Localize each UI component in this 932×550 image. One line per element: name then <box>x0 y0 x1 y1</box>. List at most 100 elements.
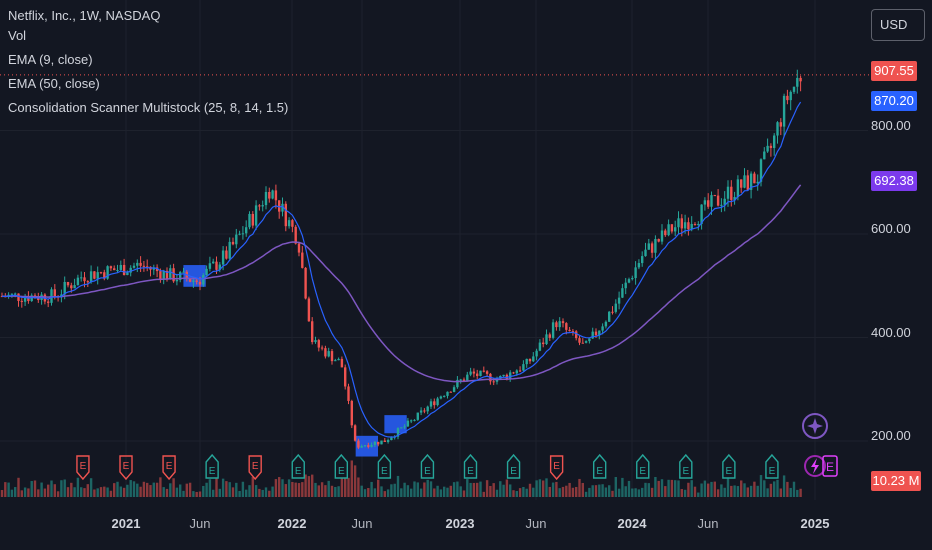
ema9-indicator-label[interactable]: EMA (9, close) <box>8 52 93 67</box>
lightning-icon[interactable] <box>804 455 826 477</box>
candle-body <box>377 441 380 445</box>
earnings-marker[interactable]: E <box>76 455 90 481</box>
earnings-letter: E <box>596 466 603 477</box>
symbol-title[interactable]: Netflix, Inc., 1W, NASDAQ <box>8 8 161 23</box>
scanner-indicator-label[interactable]: Consolidation Scanner Multistock (25, 8,… <box>8 100 289 115</box>
volume-bar <box>782 475 786 497</box>
earnings-letter: E <box>381 466 388 477</box>
earnings-marker[interactable]: E <box>722 453 736 479</box>
candle-body <box>667 224 670 236</box>
y-axis-label: 600.00 <box>871 221 911 236</box>
candle-body <box>766 145 769 152</box>
candle-body <box>608 311 611 322</box>
earnings-marker[interactable]: E <box>592 453 607 479</box>
candle-body <box>380 440 383 445</box>
earnings-marker[interactable]: E <box>506 453 521 479</box>
candle-body <box>14 293 17 295</box>
earnings-letter: E <box>639 466 646 477</box>
candle-body <box>650 243 654 253</box>
candle-body <box>205 268 208 275</box>
earnings-marker-shape <box>636 453 650 479</box>
volume-bar <box>149 485 152 497</box>
earnings-upcoming-icon[interactable]: E <box>822 455 838 477</box>
x-axis-label: 2025 <box>800 516 830 531</box>
volume-bar <box>20 490 23 497</box>
candle-body <box>601 326 604 331</box>
candle-body <box>278 200 281 212</box>
volume-bar <box>53 484 56 497</box>
earnings-marker[interactable]: E <box>377 453 392 479</box>
candle-body <box>109 266 113 269</box>
volume-bar <box>598 484 601 497</box>
candle-body <box>690 223 693 230</box>
earnings-marker[interactable]: E <box>549 455 564 481</box>
volume-bar <box>588 487 591 497</box>
volume-bar <box>202 485 205 497</box>
candle-body <box>53 289 56 297</box>
volume-bar <box>654 476 657 497</box>
earnings-marker[interactable]: E <box>463 453 478 479</box>
consolidation-zones <box>183 265 407 457</box>
candle-body <box>452 387 456 392</box>
candle-body <box>654 239 657 253</box>
earnings-marker[interactable]: E <box>162 455 176 481</box>
y-axis-label: 200.00 <box>871 428 911 443</box>
volume-bar <box>485 480 489 497</box>
earnings-marker[interactable]: E <box>765 453 779 479</box>
volume-bar <box>621 477 624 497</box>
currency-button[interactable]: USD <box>871 9 925 41</box>
volume-bar <box>116 481 119 497</box>
earnings-marker[interactable]: E <box>248 455 262 481</box>
earnings-marker[interactable]: E <box>420 453 435 479</box>
earnings-marker[interactable]: E <box>679 453 693 479</box>
candle-body <box>274 190 278 201</box>
candle-body <box>311 321 314 343</box>
volume-bar <box>466 479 469 497</box>
earnings-marker-shape <box>119 455 133 481</box>
earnings-marker[interactable]: E <box>636 453 650 479</box>
volume-bar <box>604 487 608 497</box>
candle-body <box>459 379 462 381</box>
volume-bar <box>452 482 456 497</box>
candle-body <box>182 271 185 273</box>
ema50-indicator-label[interactable]: EMA (50, close) <box>8 76 100 91</box>
earnings-marker[interactable]: E <box>205 453 219 479</box>
candle-body <box>122 264 126 275</box>
candle-body <box>522 364 525 371</box>
candle-body <box>657 239 660 242</box>
candle-body <box>789 91 792 101</box>
volume-bar <box>113 483 116 497</box>
volume-bar <box>558 488 561 497</box>
volume-bar <box>614 477 617 497</box>
candle-body <box>492 381 495 383</box>
candle-body <box>782 95 786 127</box>
volume-bar <box>337 486 340 497</box>
candle-body <box>271 190 274 199</box>
volume-bar <box>433 488 436 497</box>
volume-bar <box>608 485 611 497</box>
candle-body <box>63 281 66 295</box>
candle-body <box>779 122 782 127</box>
volume-bar <box>390 484 393 497</box>
volume-bar <box>730 485 733 497</box>
volume-bar <box>142 481 146 497</box>
earnings-marker[interactable]: E <box>119 455 133 481</box>
candle-body <box>551 322 555 338</box>
candle-body <box>726 186 730 199</box>
volume-bar <box>225 481 228 497</box>
volume-bar <box>634 488 637 497</box>
earnings-marker[interactable]: E <box>291 453 305 479</box>
volume-bar <box>307 476 311 497</box>
volume-bar <box>152 482 155 497</box>
alert-icon[interactable] <box>802 413 828 439</box>
vol-indicator-label[interactable]: Vol <box>8 28 27 43</box>
volume-bar <box>146 482 149 497</box>
x-axis-label: 2022 <box>277 516 307 531</box>
candle-body <box>627 279 631 283</box>
earnings-marker[interactable]: E <box>334 453 349 479</box>
candle-body <box>353 425 357 441</box>
earnings-marker-shape <box>248 455 262 481</box>
volume-bar <box>231 487 235 497</box>
